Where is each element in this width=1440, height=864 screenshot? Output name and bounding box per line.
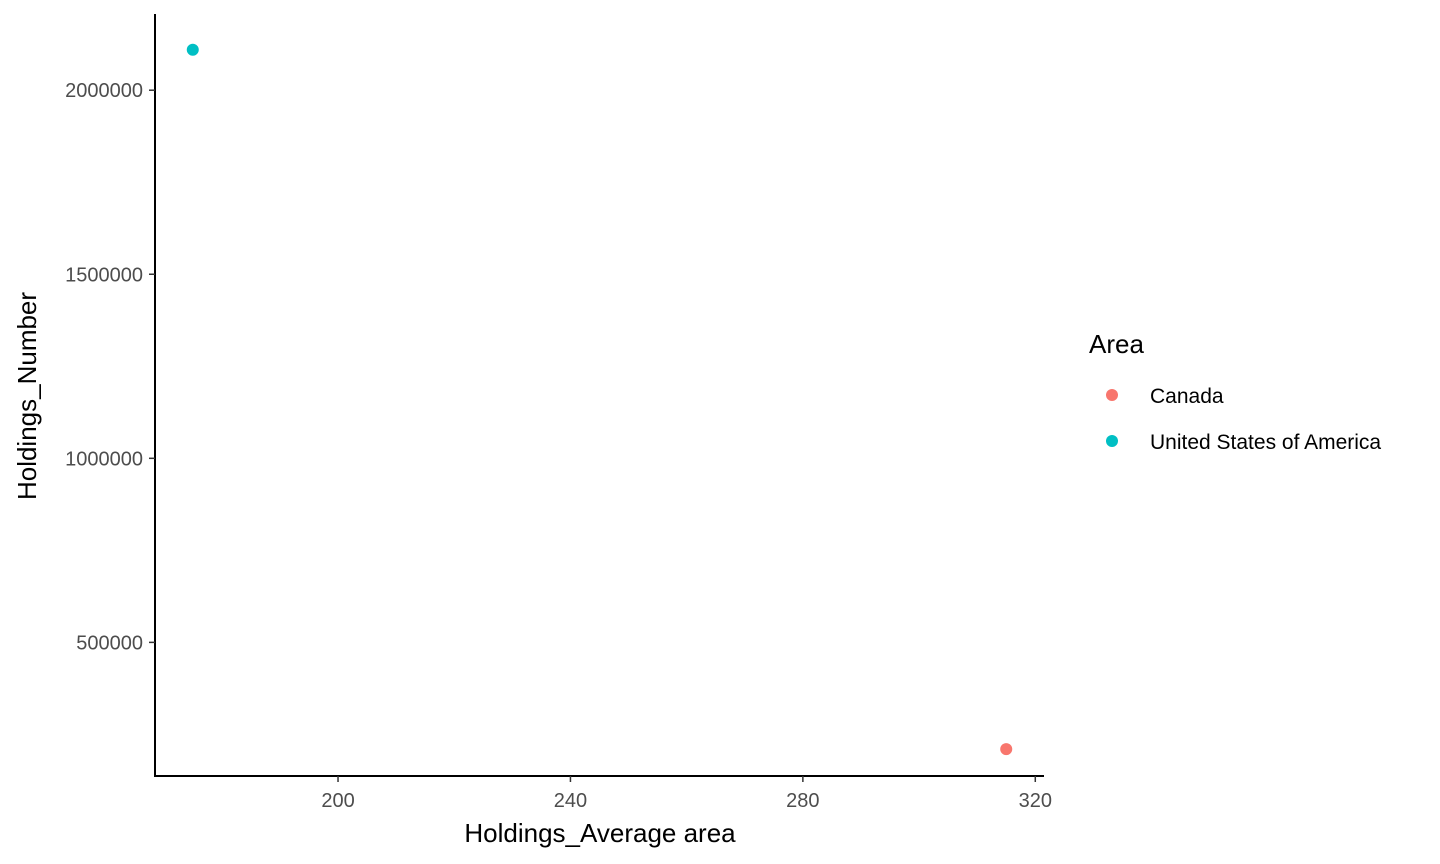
y-tick-label: 1000000 <box>65 448 143 470</box>
data-point <box>186 43 199 56</box>
y-axis-title: Holdings_Number <box>12 292 42 500</box>
y-tick-label: 500000 <box>76 632 143 654</box>
legend-key <box>1106 435 1118 447</box>
x-tick-label: 240 <box>554 790 587 812</box>
legend-label: Canada <box>1150 385 1224 408</box>
legend-label: United States of America <box>1150 431 1381 454</box>
legend-key <box>1106 389 1118 401</box>
y-tick-label: 2000000 <box>65 80 143 102</box>
x-tick-label: 320 <box>1019 790 1052 812</box>
x-axis-title: Holdings_Average area <box>464 818 736 848</box>
y-tick-label: 1500000 <box>65 264 143 286</box>
x-tick-label: 200 <box>321 790 354 812</box>
data-point <box>1000 743 1013 756</box>
axes: 200 240 280 320 500000 1000000 1500000 2000000 <box>65 14 1052 812</box>
x-tick-label: 280 <box>786 790 819 812</box>
legend: Area Canada United States of America <box>1089 329 1381 454</box>
plot-area <box>186 43 1013 756</box>
legend-title: Area <box>1089 329 1144 359</box>
